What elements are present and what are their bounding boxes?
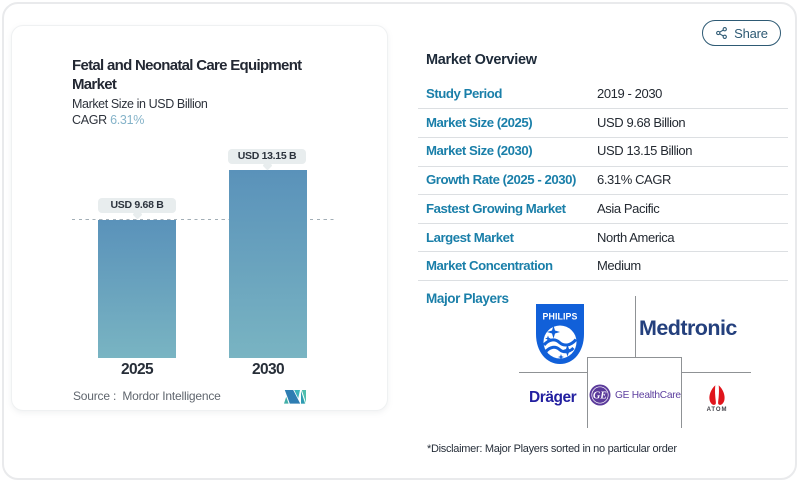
svg-text:PHILIPS: PHILIPS xyxy=(543,312,578,322)
svg-text:GE: GE xyxy=(593,391,607,402)
